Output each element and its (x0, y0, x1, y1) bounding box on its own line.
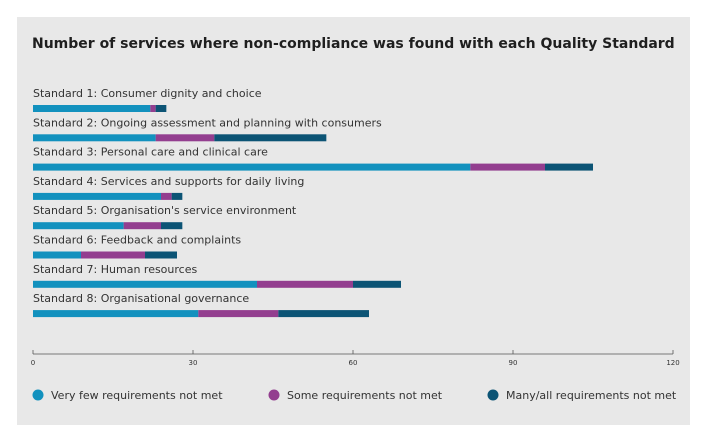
bar-standard-8-series-1 (33, 310, 199, 318)
category-label-5: Standard 5: Organisation's service envir… (33, 204, 297, 217)
category-label-6: Standard 6: Feedback and complaints (33, 234, 241, 247)
x-tick-label-0: 0 (31, 359, 35, 367)
bar-standard-7-series-2 (257, 280, 353, 288)
bar-standard-6-series-2 (81, 251, 145, 259)
bar-standard-5-series-2 (123, 222, 161, 230)
x-tick-label-120: 120 (666, 359, 679, 367)
bar-standard-2-series-3 (214, 134, 327, 142)
chart-title: Number of services where non-compliance … (32, 36, 675, 52)
bar-standard-1-series-3 (155, 105, 167, 112)
bar-standard-3-series-1 (33, 163, 471, 171)
legend-label-2: Some requirements not met (287, 389, 443, 402)
bar-standard-3-series-3 (545, 163, 593, 171)
category-label-7: Standard 7: Human resources (33, 263, 197, 276)
category-label-8: Standard 8: Organisational governance (33, 292, 249, 305)
bar-standard-6-series-3 (145, 251, 177, 259)
legend-marker-3 (487, 389, 499, 401)
bar-standard-1-series-2 (150, 105, 156, 112)
bar-standard-8-series-2 (198, 310, 279, 318)
x-tick-label-90: 90 (509, 359, 518, 367)
legend-marker-1 (32, 389, 44, 401)
chart-panel: Number of services where non-compliance … (17, 17, 690, 425)
bar-standard-4-series-3 (171, 192, 183, 200)
bar-standard-4-series-1 (33, 192, 161, 200)
legend-marker-2 (268, 389, 280, 401)
bar-standard-7-series-1 (33, 280, 257, 288)
category-label-3: Standard 3: Personal care and clinical c… (33, 146, 268, 159)
legend-label-1: Very few requirements not met (51, 389, 223, 402)
category-label-4: Standard 4: Services and supports for da… (33, 175, 304, 188)
x-tick-label-30: 30 (189, 359, 198, 367)
category-label-2: Standard 2: Ongoing assessment and plann… (33, 116, 382, 129)
bar-standard-3-series-2 (470, 163, 545, 171)
x-tick-label-60: 60 (349, 359, 358, 367)
category-label-1: Standard 1: Consumer dignity and choice (33, 87, 262, 100)
legend-label-3: Many/all requirements not met (506, 389, 677, 402)
bar-standard-2-series-2 (155, 134, 215, 142)
bar-standard-5-series-3 (161, 222, 183, 230)
bar-standard-7-series-3 (353, 280, 401, 288)
bar-standard-1-series-1 (33, 105, 151, 112)
bar-standard-8-series-3 (278, 310, 369, 318)
bar-standard-6-series-1 (33, 251, 81, 259)
stacked-bar-chart: Standard 1: Consumer dignity and choice S… (31, 87, 680, 402)
bar-standard-4-series-2 (161, 192, 172, 200)
bar-standard-2-series-1 (33, 134, 156, 142)
bar-standard-5-series-1 (33, 222, 124, 230)
